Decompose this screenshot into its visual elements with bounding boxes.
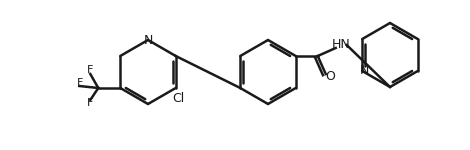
Text: N: N [143,33,153,46]
Text: Cl: Cl [172,92,185,105]
Text: N: N [360,64,369,78]
Text: F: F [87,65,94,75]
Text: O: O [325,70,335,84]
Text: HN: HN [331,39,350,51]
Text: F: F [87,98,94,108]
Text: F: F [77,78,84,88]
